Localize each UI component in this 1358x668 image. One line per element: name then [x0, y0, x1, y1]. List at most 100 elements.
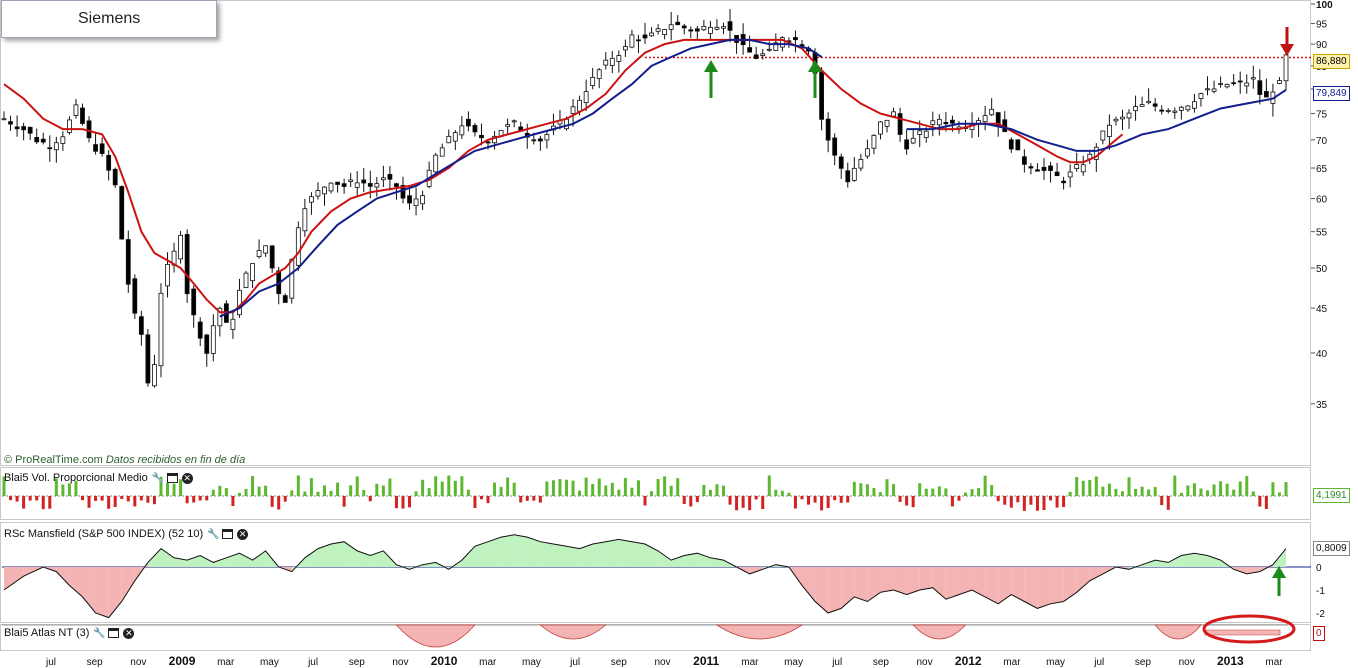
candle-body	[1061, 180, 1067, 184]
candle-body	[328, 182, 334, 192]
candle-body	[99, 143, 105, 154]
close-icon[interactable]: ✕	[181, 472, 193, 484]
volume-bar	[617, 489, 621, 496]
rsc-area-segment	[985, 567, 999, 604]
volume-bar	[990, 485, 994, 496]
candle-body	[1106, 124, 1112, 138]
rsc-area-segment	[932, 567, 946, 600]
rsc-area-segment	[592, 541, 606, 567]
candle-body	[1120, 116, 1125, 120]
candle-body	[165, 264, 170, 287]
volume-bar	[695, 496, 699, 503]
volume-bar	[663, 476, 667, 496]
candle-body	[825, 118, 831, 141]
rsc-indicator-label: RSc Mansfield (S&P 500 INDEX) (52 10)	[4, 528, 204, 540]
volume-bar	[329, 490, 333, 496]
rsc-area-segment	[1194, 553, 1208, 567]
wrench-icon[interactable]: 🔧	[93, 627, 106, 639]
candle-body	[354, 182, 360, 188]
volume-bar	[113, 496, 117, 508]
candle-body	[537, 138, 543, 142]
candle-body	[1263, 91, 1269, 98]
candle-body	[616, 55, 622, 62]
candle-body	[714, 26, 720, 30]
volume-bar	[421, 479, 425, 496]
volume-bar	[1147, 489, 1151, 496]
volume-bar	[885, 479, 889, 496]
close-icon[interactable]: ✕	[237, 528, 249, 540]
rsc-area-segment	[867, 567, 881, 602]
volume-bar	[1068, 491, 1072, 496]
rsc-area-segment	[540, 541, 554, 567]
volume-bar	[1219, 481, 1223, 496]
volume-bar	[1134, 488, 1138, 496]
volume-bar	[977, 488, 981, 496]
volume-bar	[761, 496, 765, 509]
volume-bar	[453, 480, 457, 496]
volume-bar	[983, 475, 987, 496]
volume-bar	[905, 496, 909, 506]
candle-body	[348, 179, 354, 182]
window-icon[interactable]	[222, 529, 234, 539]
atlas-dip	[912, 624, 967, 640]
volume-bar	[1101, 486, 1105, 496]
candle-body	[479, 134, 484, 139]
candle-body	[753, 54, 759, 59]
volume-bar	[780, 490, 784, 496]
volume-bar	[1022, 496, 1026, 511]
window-icon[interactable]	[108, 628, 120, 638]
candle-body	[845, 170, 851, 183]
candle-body	[649, 32, 654, 37]
candle-body	[1113, 118, 1119, 122]
candle-body	[688, 29, 694, 32]
candle-body	[511, 120, 517, 123]
volume-bar	[15, 496, 19, 502]
volume-bar	[1114, 488, 1118, 496]
candle-body	[413, 198, 419, 206]
candle-body	[1224, 83, 1230, 88]
volume-bar	[957, 496, 961, 501]
candle-body	[943, 122, 949, 125]
candle-body	[590, 76, 596, 86]
rsc-indicator-header: RSc Mansfield (S&P 500 INDEX) (52 10) 🔧 …	[4, 528, 249, 540]
rsc-tick-label: -2	[1316, 609, 1325, 620]
breakout-arrow	[1280, 44, 1294, 56]
volume-bar	[192, 496, 196, 503]
volume-bar	[434, 476, 438, 496]
candle-body	[655, 28, 661, 32]
candle-body	[152, 364, 157, 387]
volume-bar	[394, 496, 398, 509]
candle-body	[603, 59, 609, 66]
rsc-area-segment	[331, 541, 345, 567]
window-icon[interactable]	[166, 473, 178, 483]
candle-body	[1178, 106, 1184, 111]
candle-body	[237, 289, 242, 316]
ma-value-tag: 79,849	[1313, 86, 1350, 101]
volume-bar	[1153, 487, 1157, 496]
candle-body	[289, 259, 295, 299]
candle-body	[570, 106, 576, 114]
rsc-area-segment	[710, 557, 724, 567]
volume-bar	[545, 481, 549, 496]
volume-bar	[1049, 496, 1053, 501]
rsc-area-segment	[1246, 567, 1260, 574]
atlas-dip	[715, 624, 804, 640]
support-arrow-2	[808, 60, 822, 72]
volume-bar	[826, 496, 830, 509]
candle-body	[367, 183, 373, 187]
close-icon[interactable]: ✕	[123, 627, 135, 639]
wrench-icon[interactable]: 🔧	[151, 472, 165, 484]
rsc-area-segment	[566, 546, 580, 567]
wrench-icon[interactable]: 🔧	[207, 528, 220, 540]
volume-bar	[565, 479, 569, 496]
volume-bar	[179, 479, 183, 496]
candle-body	[766, 48, 772, 51]
volume-bar	[316, 491, 320, 496]
candle-body	[302, 208, 308, 232]
volume-bar	[898, 496, 902, 502]
rsc-area-segment	[213, 557, 227, 567]
candle-body	[773, 42, 779, 51]
volume-bar	[571, 480, 575, 496]
volume-bar	[1009, 496, 1013, 508]
volume-bar	[735, 496, 739, 511]
